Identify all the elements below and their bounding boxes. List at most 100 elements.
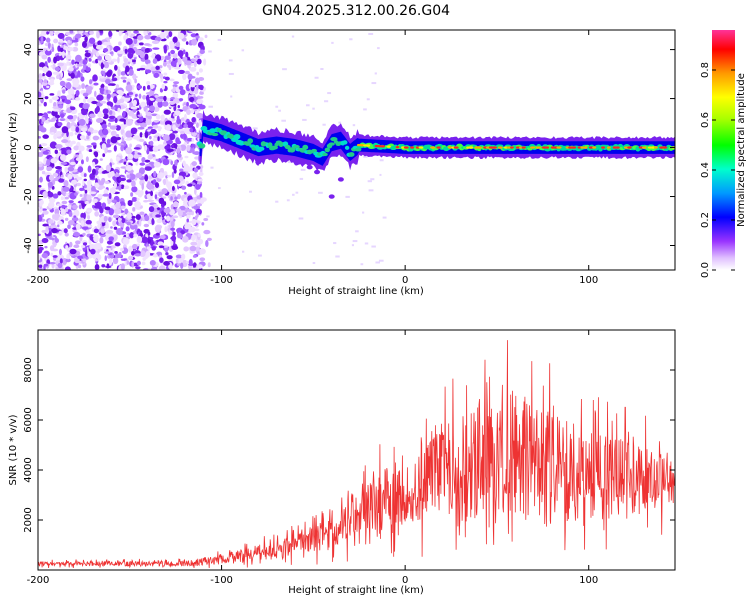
heatmap-cell	[196, 71, 200, 76]
heatmap-cell	[159, 73, 164, 79]
heatmap-cell	[58, 230, 63, 236]
heatmap-cell	[73, 209, 80, 217]
heatmap-cell	[134, 253, 141, 257]
heatmap-cell	[206, 215, 210, 218]
heatmap-cell	[130, 106, 138, 110]
heatmap-cell	[366, 98, 370, 101]
heatmap-cell	[198, 143, 206, 149]
heatmap-cell	[518, 146, 523, 149]
heatmap-cell	[166, 181, 173, 189]
heatmap-cell	[199, 91, 204, 95]
heatmap-cell	[94, 151, 99, 158]
heatmap-cell	[252, 127, 258, 130]
heatmap-cell	[40, 143, 48, 147]
heatmap-cell	[58, 248, 62, 256]
heatmap-cell	[97, 194, 103, 199]
heatmap-cell	[143, 144, 148, 152]
heatmap-cell	[124, 208, 129, 215]
heatmap-cell	[403, 146, 409, 149]
heatmap-cell	[166, 148, 174, 152]
heatmap-cell	[122, 110, 126, 118]
heatmap-cell	[453, 146, 459, 149]
heatmap-cell	[186, 144, 191, 152]
heatmap-cell	[185, 163, 188, 167]
heatmap-cell	[49, 245, 55, 252]
heatmap-cell	[197, 178, 203, 182]
heatmap-cell	[42, 150, 49, 155]
heatmap-cell	[132, 75, 138, 79]
heatmap-cell	[153, 72, 160, 78]
heatmap-cell	[363, 108, 367, 111]
heatmap-cell	[165, 252, 169, 256]
heatmap-cell	[288, 161, 293, 164]
heatmap-cell	[583, 146, 588, 149]
heatmap-cell	[77, 166, 84, 173]
heatmap-cell	[218, 187, 221, 190]
heatmap-cell	[627, 146, 632, 149]
heatmap-cell	[82, 92, 89, 97]
heatmap-cell	[146, 80, 151, 86]
heatmap-cell	[191, 38, 198, 46]
heatmap-cell	[145, 250, 151, 258]
heatmap-cell	[87, 225, 93, 228]
heatmap-cell	[103, 48, 109, 53]
heatmap-cell	[41, 116, 46, 122]
heatmap-cell	[111, 77, 118, 82]
heatmap-cell	[85, 156, 89, 163]
heatmap-cell	[171, 235, 177, 242]
heatmap-cell	[186, 208, 193, 213]
heatmap-cell	[154, 36, 162, 42]
heatmap-cell	[113, 173, 120, 178]
heatmap-cell	[380, 145, 385, 148]
heatmap-cell	[71, 59, 75, 65]
heatmap-cell	[174, 159, 178, 167]
x-axis-label-2: Height of straight line (km)	[288, 585, 424, 596]
heatmap-cell	[110, 136, 118, 144]
heatmap-cell	[110, 83, 116, 86]
heatmap-cell	[38, 184, 42, 188]
heatmap-cell	[382, 216, 387, 219]
colorbar-tick-label: 0.4	[700, 162, 711, 178]
heatmap-cell	[104, 180, 110, 185]
heatmap-cell	[78, 204, 82, 210]
heatmap-cell	[120, 76, 127, 80]
y-tick-label-1: 0	[23, 144, 34, 150]
heatmap-cell	[142, 257, 146, 261]
heatmap-cell	[144, 131, 149, 139]
heatmap-cell	[42, 134, 49, 139]
heatmap-cell	[653, 146, 658, 149]
heatmap-cell	[187, 73, 193, 81]
heatmap-cell	[59, 258, 63, 264]
heatmap-cell	[106, 229, 114, 234]
heatmap-cell	[92, 161, 96, 167]
heatmap-cell	[149, 135, 152, 140]
heatmap-cell	[182, 73, 187, 81]
heatmap-cell	[328, 142, 335, 146]
heatmap-cell	[189, 128, 194, 133]
heatmap-cell	[69, 161, 76, 166]
heatmap-cell	[395, 145, 400, 149]
heatmap-cell	[198, 119, 202, 127]
heatmap-cell	[79, 135, 86, 140]
heatmap-cell	[103, 215, 108, 222]
heatmap-cell	[136, 85, 143, 90]
heatmap-cell	[120, 184, 125, 190]
heatmap-cell	[592, 146, 597, 149]
heatmap-cell	[95, 166, 100, 171]
heatmap-cell	[77, 255, 83, 260]
heatmap-cell	[38, 78, 43, 84]
heatmap-cell	[39, 202, 43, 207]
heatmap-cell	[102, 108, 109, 115]
heatmap-cell	[206, 237, 212, 242]
heatmap-cell	[84, 36, 88, 43]
heatmap-cell	[154, 182, 160, 189]
heatmap-cell	[81, 40, 88, 48]
heatmap-cell	[95, 52, 100, 57]
heatmap-cell	[63, 180, 69, 187]
y-tick-label-2: 4000	[23, 457, 34, 482]
heatmap-cell	[103, 225, 109, 229]
heatmap-cell	[152, 137, 159, 142]
heatmap-cell	[62, 186, 70, 192]
heatmap-cell	[75, 157, 82, 162]
heatmap-cell	[220, 130, 228, 136]
